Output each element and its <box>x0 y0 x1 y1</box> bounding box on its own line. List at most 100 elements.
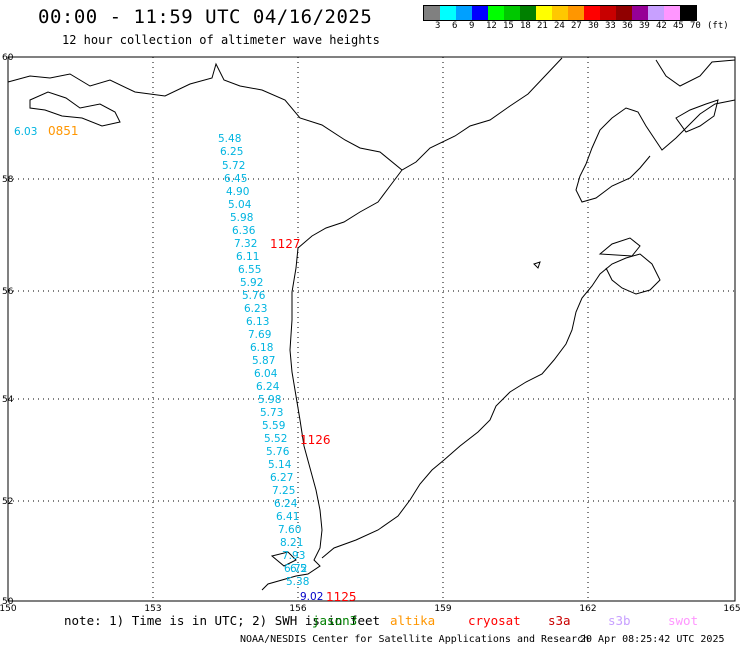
pass-time: 1126 <box>300 433 331 447</box>
swh-value: 5.87 <box>252 355 275 367</box>
legend-swatch <box>440 6 456 20</box>
swh-value: 5.14 <box>268 459 292 471</box>
latitude-label: 58 <box>2 175 14 185</box>
swh-value: 6.36 <box>232 225 256 237</box>
footer-note: note: 1) Time is in UTC; 2) SWH is in fe… <box>64 613 381 628</box>
legend-swatch <box>632 6 648 20</box>
swh-value: 5.48 <box>218 133 241 145</box>
swh-value: 6.41 <box>276 511 299 523</box>
legend-swatch <box>504 6 520 20</box>
satellite-altika: altika <box>390 613 436 628</box>
legend-label: 6 <box>452 21 458 31</box>
satellite-jason3: jason3 <box>312 613 358 628</box>
swh-value: 5.04 <box>228 199 252 211</box>
longitude-axis-labels: 150 153 156 159 162 165 <box>0 604 740 614</box>
pass-time: 1127 <box>270 237 301 251</box>
legend-label: 21 <box>537 21 548 31</box>
legend-swatch <box>648 6 664 20</box>
longitude-label: 159 <box>434 604 451 614</box>
swh-value: 6.11 <box>236 251 259 263</box>
swh-value: 7.25 <box>272 485 295 497</box>
legend-swatch <box>664 6 680 20</box>
swh-value: 5.72 <box>222 160 245 172</box>
graticule <box>8 57 735 601</box>
legend-swatch <box>680 6 696 20</box>
legend-label: 36 <box>622 21 633 31</box>
swh-value: 5.73 <box>260 407 283 419</box>
swh-value: 6.5 <box>290 563 307 575</box>
map-title: 00:00 - 11:59 UTC 04/16/2025 <box>38 6 373 28</box>
legend-swatch <box>520 6 536 20</box>
legend-swatch <box>488 6 504 20</box>
swh-value: 6.72 <box>284 563 307 575</box>
swh-value: 5.52 <box>264 433 287 445</box>
legend-label: 42 <box>656 21 667 31</box>
color-scale-labels: 3 6 9 12 15 18 21 24 27 30 33 36 39 42 45 70 (ft) <box>423 21 740 33</box>
legend-swatch <box>472 6 488 20</box>
legend-label: 3 <box>435 21 441 31</box>
swh-value: 5.98 <box>230 212 253 224</box>
coastline <box>7 57 736 591</box>
legend-label: 12 <box>486 21 497 31</box>
legend-swatch <box>584 6 600 20</box>
swh-value: 5.76 <box>266 446 290 458</box>
swh-value: 6.03 <box>14 126 37 138</box>
swh-value: 5.76 <box>242 290 266 302</box>
swh-value: 5.38 <box>286 576 309 588</box>
legend-label: 18 <box>520 21 531 31</box>
swh-value: 6.45 <box>224 173 247 185</box>
swh-value: 5.98 <box>258 394 281 406</box>
satellite-s3a: s3a <box>548 613 571 628</box>
latitude-label: 52 <box>2 497 13 507</box>
pass-time: 0851 <box>48 124 79 138</box>
legend-label: 15 <box>503 21 514 31</box>
swh-value: 6.27 <box>270 472 293 484</box>
legend-label: 70 <box>690 21 701 31</box>
satellite-cryosat: cryosat <box>468 613 521 628</box>
swh-value: 6.23 <box>244 303 267 315</box>
longitude-label: 153 <box>144 604 161 614</box>
swh-value: 4.90 <box>226 186 249 198</box>
legend-swatch <box>456 6 472 20</box>
legend-label: 9 <box>469 21 475 31</box>
legend-label: 39 <box>639 21 650 31</box>
legend-label: (ft) <box>707 21 729 31</box>
legend-swatch <box>424 6 440 20</box>
swh-value: 5.92 <box>240 277 263 289</box>
pass-time: 1125 <box>326 590 357 604</box>
legend-label: 33 <box>605 21 616 31</box>
legend-swatch <box>568 6 584 20</box>
longitude-label: 162 <box>579 604 596 614</box>
swh-value: 7.60 <box>278 524 301 536</box>
longitude-label: 156 <box>289 604 306 614</box>
legend-label: 30 <box>588 21 599 31</box>
latitude-axis-labels: 60 58 56 54 52 50 <box>2 53 14 607</box>
swh-value: 6.04 <box>254 368 278 380</box>
latitude-label: 60 <box>2 53 14 63</box>
swh-value: 9.02 <box>300 591 323 603</box>
satellite-s3b: s3b <box>608 613 631 628</box>
swh-value: 7.32 <box>234 238 257 250</box>
map-frame <box>7 56 736 602</box>
longitude-label: 150 <box>0 604 17 614</box>
longitude-label: 165 <box>723 604 740 614</box>
swh-value: 6.18 <box>250 342 273 354</box>
legend-swatch <box>616 6 632 20</box>
swh-value: 6.24 <box>256 381 280 393</box>
pass-time-labels: 0851 1127 1126 1125 <box>48 124 357 604</box>
legend-swatch <box>552 6 568 20</box>
map-subtitle: 12 hour collection of altimeter wave hei… <box>62 33 380 47</box>
latitude-label: 56 <box>2 287 14 297</box>
legend-label: 45 <box>673 21 684 31</box>
swh-value: 5.59 <box>262 420 285 432</box>
latitude-label: 50 <box>2 597 14 607</box>
swh-value: 6.55 <box>238 264 261 276</box>
color-scale-legend <box>423 5 697 21</box>
generation-timestamp: 20 Apr 08:25:42 UTC 2025 <box>580 634 725 645</box>
legend-swatch <box>600 6 616 20</box>
credit-line: NOAA/NESDIS Center for Satellite Applica… <box>240 634 590 645</box>
legend-swatch <box>536 6 552 20</box>
swh-value-labels: 6.035.486.255.726.454.905.045.986.367.32… <box>14 126 323 603</box>
swh-value: 7.69 <box>248 329 271 341</box>
